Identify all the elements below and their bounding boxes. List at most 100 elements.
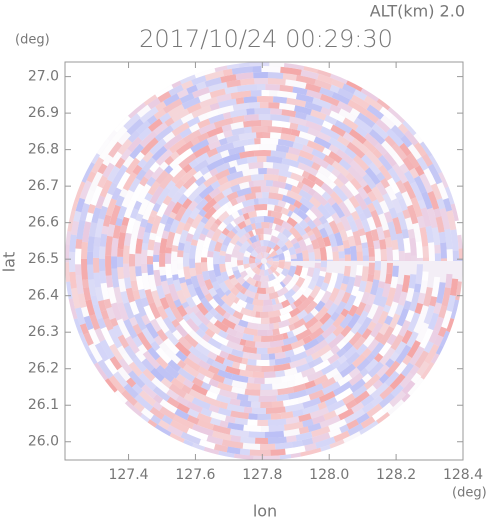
radar-cell xyxy=(148,118,163,132)
radar-cell xyxy=(186,428,209,441)
radar-cell xyxy=(433,316,445,333)
radar-cell xyxy=(218,232,227,241)
radar-cell xyxy=(311,415,326,425)
radar-cell xyxy=(366,216,377,231)
radar-cell xyxy=(285,416,300,425)
radar-cell xyxy=(135,350,146,363)
radar-cell xyxy=(310,351,321,361)
radar-cell xyxy=(296,252,304,261)
radar-cell xyxy=(147,264,154,276)
radar-cell xyxy=(191,423,214,437)
radar-cell xyxy=(260,383,273,391)
radar-cell xyxy=(361,154,373,167)
radar-cell xyxy=(339,229,349,242)
radar-cell xyxy=(94,218,105,238)
radar-cell xyxy=(368,129,386,145)
radar-cell xyxy=(107,286,117,304)
radar-cell xyxy=(380,115,396,130)
radar-cell xyxy=(156,305,169,320)
radar-cell xyxy=(134,298,147,317)
radar-cell xyxy=(258,269,265,277)
radar-cell xyxy=(345,351,361,366)
radar-cell xyxy=(406,331,419,348)
radar-cell xyxy=(280,411,294,419)
radar-cell xyxy=(293,318,307,329)
radar-cell xyxy=(396,211,408,230)
radar-cell xyxy=(376,171,386,182)
radar-cell xyxy=(202,375,211,385)
radar-cell xyxy=(331,167,341,178)
radar-cell xyxy=(419,141,433,158)
radar-cell xyxy=(93,272,101,288)
radar-cell xyxy=(320,93,340,107)
radar-cell xyxy=(263,299,273,307)
radar-cell xyxy=(234,417,248,426)
radar-cell xyxy=(406,340,421,359)
radar-cell xyxy=(79,323,89,335)
radar-cell xyxy=(78,332,87,343)
radar-cell xyxy=(321,324,337,339)
radar-cell xyxy=(290,339,306,350)
radar-cell xyxy=(147,180,161,196)
radar-cell xyxy=(286,330,295,339)
radar-cell xyxy=(301,367,316,378)
radar-cell xyxy=(269,339,285,348)
radar-cell xyxy=(176,289,187,305)
radar-cell xyxy=(271,400,284,408)
radar-cell xyxy=(252,317,262,324)
radar-cell xyxy=(123,263,130,279)
radar-cell xyxy=(457,234,463,249)
radar-cell xyxy=(197,113,208,122)
radar-cell xyxy=(159,238,168,254)
radar-cell xyxy=(164,253,172,264)
radar-cell xyxy=(136,331,153,351)
radar-cell xyxy=(160,274,167,282)
radar-cell xyxy=(122,171,138,191)
radar-cell xyxy=(331,212,342,225)
radar-cell xyxy=(226,353,243,364)
radar-cell xyxy=(198,322,209,333)
radar-cell xyxy=(276,144,290,153)
radar-cell xyxy=(259,144,277,151)
radar-cell xyxy=(235,97,245,105)
radar-cell xyxy=(171,201,183,215)
radar-cell xyxy=(404,170,416,185)
radar-cell xyxy=(282,397,300,407)
radar-cell xyxy=(128,253,136,267)
radar-cell xyxy=(244,289,256,299)
radar-cell xyxy=(298,239,308,252)
radar-cell xyxy=(320,182,335,196)
radar-cell xyxy=(328,233,338,248)
radar-cell xyxy=(137,344,148,355)
radar-cell xyxy=(391,239,399,250)
radar-cell xyxy=(162,98,183,114)
radar-cell xyxy=(393,260,400,261)
radar-cell xyxy=(276,286,289,297)
radar-cell xyxy=(337,354,348,365)
radar-cell xyxy=(179,92,195,104)
radar-cell xyxy=(366,293,376,306)
radar-cell xyxy=(348,331,363,346)
radar-cell xyxy=(138,127,152,141)
radar-cell xyxy=(128,370,146,389)
radar-cell xyxy=(190,213,204,229)
radar-cell xyxy=(415,322,430,343)
radar-cell xyxy=(180,431,201,445)
radar-cell xyxy=(155,365,175,383)
radar-cell xyxy=(326,196,337,206)
radar-cell xyxy=(264,263,269,270)
radar-cell xyxy=(331,246,339,252)
radar-cell xyxy=(402,180,417,200)
radar-cell xyxy=(71,201,78,212)
radar-cell xyxy=(224,86,238,95)
radar-cell xyxy=(276,393,289,402)
radar-cell xyxy=(283,261,291,271)
radar-cell xyxy=(320,290,332,304)
radar-cell xyxy=(400,362,414,377)
radar-cell xyxy=(282,237,290,244)
radar-cell xyxy=(68,298,78,320)
radar-cell xyxy=(279,84,294,93)
radar-cell xyxy=(378,213,390,231)
radar-cell xyxy=(123,232,132,246)
radar-cell xyxy=(237,220,247,230)
